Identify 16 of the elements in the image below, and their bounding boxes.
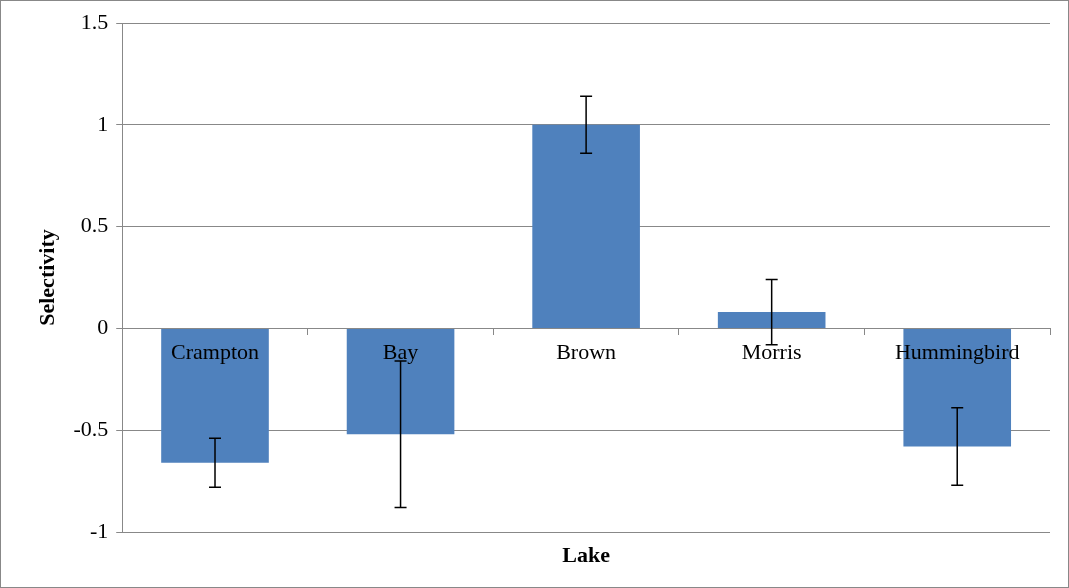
x-axis-title: Lake xyxy=(562,541,611,567)
x-tick-label: Morris xyxy=(741,339,802,365)
y-tick-label: 0 xyxy=(97,314,109,340)
x-tick-label: Brown xyxy=(556,339,617,365)
y-tick-label: 0.5 xyxy=(80,212,109,238)
bar xyxy=(346,328,455,435)
y-axis-title: Selectivity xyxy=(33,229,59,326)
y-tick-label: -0.5 xyxy=(73,415,109,441)
y-tick-label: -1 xyxy=(89,517,109,543)
y-tick-label: 1 xyxy=(97,110,109,136)
x-tick-label: Crampton xyxy=(171,339,259,365)
bar xyxy=(161,328,269,463)
x-tick-label: Bay xyxy=(382,339,419,365)
bar xyxy=(532,124,640,328)
bar xyxy=(717,312,826,328)
y-tick-label: 1.5 xyxy=(80,8,109,34)
